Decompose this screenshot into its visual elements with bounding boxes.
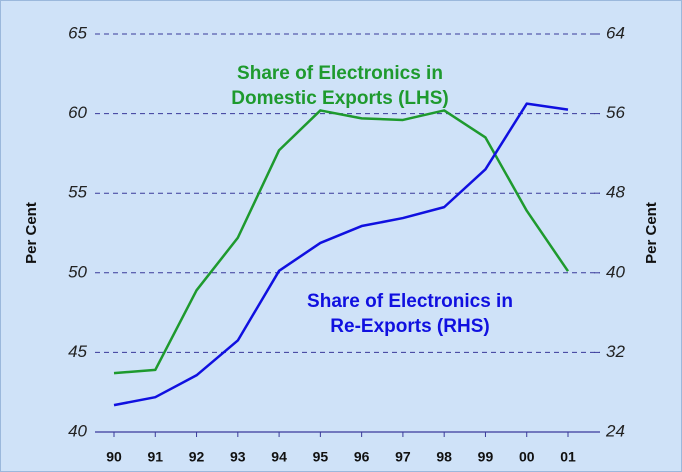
x-tick-label: 98	[436, 449, 452, 465]
x-tick-label: 95	[313, 449, 329, 465]
x-tick-label: 90	[106, 449, 122, 465]
y2-tick-label: 40	[606, 262, 625, 281]
y2-tick-label: 48	[606, 183, 625, 202]
y-tick-label: 55	[68, 183, 87, 202]
x-tick-label: 91	[147, 449, 163, 465]
y2-tick-label: 56	[606, 103, 625, 122]
y2-tick-label: 32	[606, 342, 625, 361]
annotation: Share of Electronics in	[307, 291, 513, 312]
x-tick-label: 01	[560, 449, 576, 465]
y-tick-label: 60	[68, 103, 87, 122]
series-line	[113, 109, 570, 375]
y2-tick-label: 24	[605, 421, 625, 440]
y-tick-label: 40	[68, 421, 87, 440]
y2-tick-label: 64	[606, 23, 625, 42]
x-tick-label: 92	[189, 449, 205, 465]
series-line	[113, 102, 569, 407]
y2-axis-title: Per Cent	[643, 202, 660, 264]
y-axis-title: Per Cent	[23, 202, 40, 264]
x-tick-label: 93	[230, 449, 246, 465]
x-tick-label: 97	[395, 449, 411, 465]
y-tick-label: 50	[68, 262, 87, 281]
x-tick-label: 96	[354, 449, 370, 465]
annotation: Share of Electronics in	[237, 63, 443, 84]
x-tick-label: 00	[519, 449, 535, 465]
x-tick-label: 94	[271, 449, 287, 465]
x-tick-label: 99	[478, 449, 494, 465]
y-tick-label: 65	[68, 23, 87, 42]
y-tick-label: 45	[68, 342, 87, 361]
annotation: Re-Exports (RHS)	[330, 316, 489, 337]
annotation: Domestic Exports (LHS)	[231, 88, 448, 109]
